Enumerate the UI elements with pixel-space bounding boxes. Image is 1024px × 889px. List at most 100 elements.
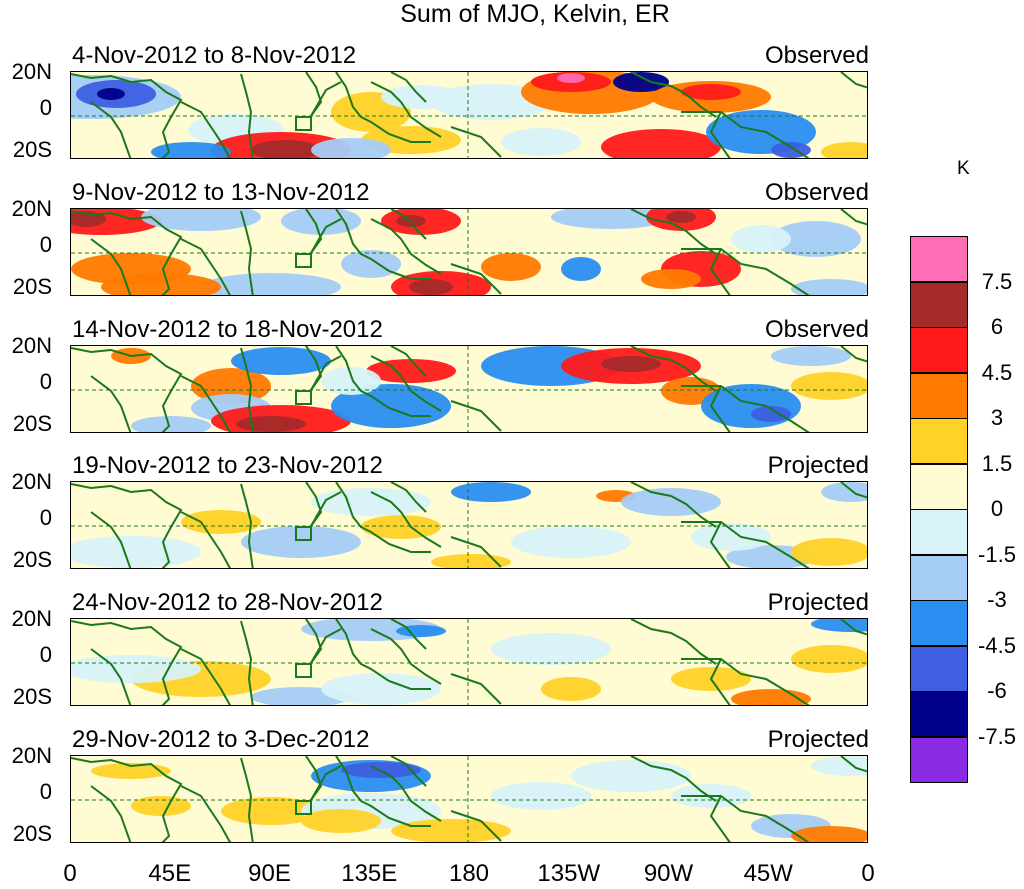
coastline xyxy=(240,347,254,432)
map-panel-6 xyxy=(70,755,868,843)
anomaly-contour xyxy=(771,221,861,257)
anomaly-contour xyxy=(131,796,191,816)
latitude-label: 20N xyxy=(11,333,52,358)
anomaly-field-5 xyxy=(71,619,867,705)
coastline xyxy=(630,756,717,802)
colorbar-tick-label: 0 xyxy=(990,496,1004,521)
anomaly-contour xyxy=(821,142,867,158)
coastline xyxy=(295,800,312,815)
anomaly-contour xyxy=(791,279,867,295)
coastline xyxy=(305,72,342,117)
coastline xyxy=(390,756,427,787)
latitude-label: 0 xyxy=(39,642,52,667)
colorbar-tick-label: -1.5 xyxy=(978,541,1016,567)
anomaly-contour xyxy=(321,367,381,395)
coastline xyxy=(709,385,731,432)
panel-status: Observed xyxy=(764,179,869,206)
panel-status: Projected xyxy=(767,726,869,753)
anomaly-contour xyxy=(97,88,125,100)
panel-date-range: 9-Nov-2012 to 13-Nov-2012 xyxy=(72,179,370,206)
anomaly-contour xyxy=(181,510,261,534)
colorbar-swatch xyxy=(910,236,968,282)
latitude-label: 20S xyxy=(12,684,52,709)
latitude-label: 20N xyxy=(11,196,52,221)
coastline xyxy=(71,483,183,568)
coastline xyxy=(681,795,810,842)
coastline xyxy=(709,795,731,842)
colorbar-tick-label: -7.5 xyxy=(978,723,1016,749)
coastline xyxy=(240,73,254,158)
coastline xyxy=(390,72,427,103)
coastline xyxy=(240,483,254,568)
latitude-label: 0 xyxy=(39,232,52,257)
anomaly-contour xyxy=(341,250,401,278)
anomaly-contour xyxy=(396,625,446,637)
anomaly-contour xyxy=(71,536,201,568)
anomaly-contour xyxy=(621,488,721,516)
coastline xyxy=(630,482,717,528)
colorbar-swatch xyxy=(910,554,968,601)
colorbar-swatch xyxy=(910,463,968,510)
anomaly-contour xyxy=(431,84,551,120)
colorbar-tick-label: -3 xyxy=(987,587,1007,612)
latitude-label: 20S xyxy=(12,274,52,299)
coastline xyxy=(450,673,502,705)
panel-status: Projected xyxy=(767,452,869,479)
anomaly-contour xyxy=(236,416,306,432)
colorbar-tick-label: 7.5 xyxy=(981,268,1013,294)
anomaly-contour xyxy=(791,645,867,673)
colorbar-tick-label: 3 xyxy=(990,405,1004,430)
colorbar-swatch xyxy=(910,372,968,419)
coastline xyxy=(450,536,502,568)
colorbar-swatch xyxy=(910,418,968,464)
coastline xyxy=(370,218,442,275)
anomaly-contour xyxy=(409,279,453,295)
coastline xyxy=(840,346,867,363)
anomaly-contour xyxy=(511,526,631,558)
latitude-label: 20S xyxy=(12,547,52,572)
coastline xyxy=(180,238,232,295)
coastline xyxy=(450,400,502,432)
coastline xyxy=(90,375,132,432)
coastline xyxy=(390,209,427,240)
anomaly-contour xyxy=(91,763,171,779)
colorbar-tick-label: 1.5 xyxy=(981,450,1013,476)
coastline xyxy=(305,209,342,254)
coastline xyxy=(180,511,232,568)
anomaly-contour xyxy=(681,84,741,100)
anomaly-contour xyxy=(71,655,201,683)
longitude-label: 90W xyxy=(643,860,694,887)
colorbar-tick-label: -4.5 xyxy=(978,632,1016,658)
map-panel-1 xyxy=(70,71,868,159)
latitude-label: 20N xyxy=(11,469,52,494)
coastline xyxy=(71,347,183,432)
colorbar-tick-label: 4.5 xyxy=(981,359,1013,385)
anomaly-contour xyxy=(311,488,431,516)
coastline xyxy=(240,210,254,295)
coastline xyxy=(335,756,431,827)
coastline xyxy=(630,209,717,255)
latitude-label: 0 xyxy=(39,95,52,120)
coastline xyxy=(840,72,867,89)
colorbar-tick-label: 6 xyxy=(990,314,1004,339)
coastline xyxy=(90,511,132,568)
anomaly-contour xyxy=(791,826,867,842)
panel-date-range: 24-Nov-2012 to 28-Nov-2012 xyxy=(72,589,383,616)
coastline xyxy=(90,101,132,158)
colorbar-swatch xyxy=(910,691,968,737)
coastline xyxy=(180,101,232,158)
anomaly-field-2 xyxy=(71,209,867,295)
anomaly-contour xyxy=(601,356,661,372)
coastline xyxy=(390,346,427,377)
anomaly-contour xyxy=(666,211,696,223)
anomaly-contour xyxy=(251,140,321,158)
coastline xyxy=(709,248,731,295)
coastline xyxy=(71,757,183,842)
anomaly-contour xyxy=(691,523,771,551)
longitude-label: 135W xyxy=(537,860,601,887)
map-panel-5 xyxy=(70,618,868,706)
coastline xyxy=(370,355,442,412)
latitude-label: 0 xyxy=(39,505,52,530)
anomaly-contour xyxy=(241,526,361,558)
